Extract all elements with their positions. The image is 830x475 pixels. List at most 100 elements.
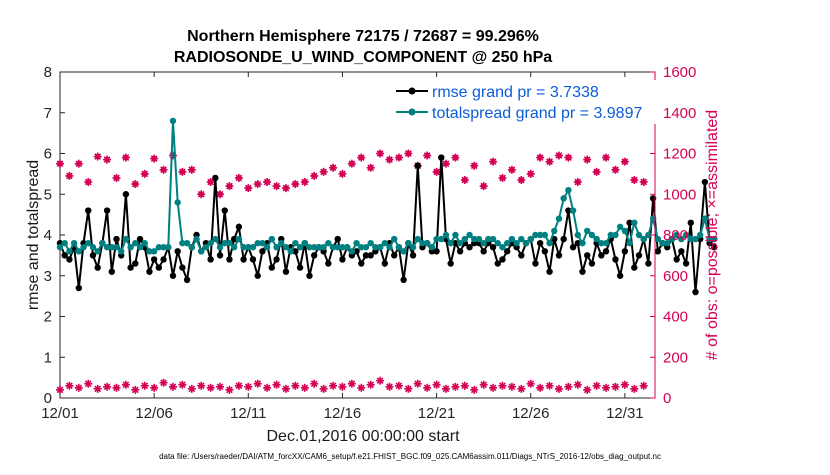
totalspread-point: [706, 235, 713, 243]
rmse-point: [169, 272, 177, 279]
obs-possible-circle: [320, 169, 327, 175]
y-tick-label: 4: [44, 227, 52, 244]
totalspread-point: [489, 235, 497, 243]
rmse-point: [108, 268, 115, 275]
rmse-point: [480, 248, 487, 255]
totalspread-point: [282, 244, 290, 251]
totalspread-point: [555, 215, 563, 222]
obs-low-marker: [56, 385, 64, 394]
x-axis-label: Dec.01,2016 00:00:00 start: [266, 428, 460, 445]
obs-possible-circle: [226, 183, 233, 189]
obs-low-marker: [121, 380, 130, 389]
y-tick-label: 7: [44, 105, 52, 122]
rmse-point: [85, 207, 92, 214]
obs-possible-circle: [631, 177, 638, 183]
rmse-point: [602, 248, 610, 255]
legend: rmse grand pr = 3.7338 totalspread grand…: [392, 80, 656, 124]
totalspread-point: [136, 244, 144, 251]
obs-possible-circle: [264, 179, 270, 185]
obs-possible-circle: [292, 181, 299, 187]
totalspread-point: [414, 235, 421, 243]
totalspread-point: [536, 231, 544, 239]
totalspread-point: [117, 248, 125, 255]
rmse-point: [325, 260, 332, 267]
obs-low-marker: [489, 383, 498, 392]
totalspread-point: [99, 239, 106, 247]
totalspread-point: [635, 231, 643, 239]
totalspread-point: [127, 244, 134, 251]
totalspread-point: [645, 231, 652, 239]
obs-possible-circle: [217, 191, 223, 198]
obs-possible-circle: [113, 175, 120, 181]
rmse-point: [75, 284, 83, 292]
totalspread-point: [150, 248, 158, 255]
rmse-point: [268, 264, 276, 271]
obs-possible-circle: [462, 177, 468, 183]
totalspread-point: [409, 244, 417, 251]
rmse-point: [226, 256, 233, 263]
totalspread-point: [122, 235, 130, 243]
obs-low-marker: [507, 382, 516, 391]
legend-spread-label: totalspread grand pr = 3.9897: [432, 105, 642, 122]
rmse-point: [367, 252, 374, 259]
left-y-axis: 0 1 2 3 4 5 6 7 8: [44, 64, 65, 407]
obs-possible-marker: [197, 190, 206, 199]
totalspread-point: [664, 239, 671, 247]
rmse-point: [560, 235, 567, 243]
totalspread-point: [296, 244, 304, 251]
rmse-point: [296, 264, 304, 271]
rmse-point: [254, 272, 261, 279]
totalspread-point: [456, 239, 464, 247]
totalspread-point: [165, 244, 172, 251]
totalspread-point: [682, 231, 690, 239]
right-y-axis-label: # of obs: o=possible; ×=assimilated: [704, 110, 721, 360]
y-tick-label: 3: [44, 268, 52, 285]
obs-possible-circle: [311, 173, 317, 179]
obs-low-marker: [630, 384, 639, 393]
rmse-point: [536, 239, 544, 247]
rmse-point: [409, 252, 417, 259]
totalspread-point: [198, 248, 205, 255]
obs-possible-circle: [471, 162, 478, 169]
rmse-point: [212, 174, 219, 182]
obs-possible-circle: [104, 156, 110, 163]
obs-possible-marker: [121, 153, 130, 162]
totalspread-point: [80, 244, 87, 251]
totalspread-point: [565, 186, 572, 194]
plot-area: [56, 71, 718, 399]
totalspread-point: [212, 235, 219, 243]
legend-rmse-marker: [408, 87, 416, 95]
totalspread-point: [673, 231, 680, 239]
obs-low-marker: [65, 381, 74, 390]
rmse-point: [249, 256, 257, 263]
rmse-point: [230, 235, 238, 243]
totalspread-point: [607, 231, 614, 239]
right-y-tick-label: 1400: [663, 105, 696, 122]
obs-low-marker: [168, 382, 177, 391]
obs-possible-circle: [518, 177, 525, 183]
obs-possible-circle: [622, 158, 628, 165]
obs-low-marker: [281, 384, 290, 393]
totalspread-point: [85, 239, 92, 247]
totalspread-point: [546, 239, 553, 247]
rmse-point: [259, 248, 266, 255]
totalspread-point: [400, 248, 407, 255]
rmse-point: [494, 260, 501, 267]
rmse-point: [61, 252, 68, 259]
obs-low-marker: [225, 385, 234, 394]
obs-low-marker: [498, 381, 507, 390]
obs-possible-circle: [66, 173, 73, 179]
totalspread-point: [362, 244, 370, 251]
right-y-tick-label: 0: [663, 390, 671, 407]
footnote: data file: /Users/raeder/DAI/ATM_forcXX/…: [159, 452, 661, 461]
rmse-point: [452, 239, 459, 247]
obs-low-marker: [545, 381, 554, 390]
legend-spread-marker: [408, 108, 416, 116]
totalspread-point: [259, 239, 266, 247]
obs-low-marker: [140, 381, 149, 390]
obs-possible-marker: [150, 154, 159, 163]
x-tick-label: 12/16: [324, 405, 362, 422]
totalspread-point: [593, 235, 600, 243]
rmse-point: [391, 252, 398, 259]
rmse-point: [122, 191, 130, 198]
